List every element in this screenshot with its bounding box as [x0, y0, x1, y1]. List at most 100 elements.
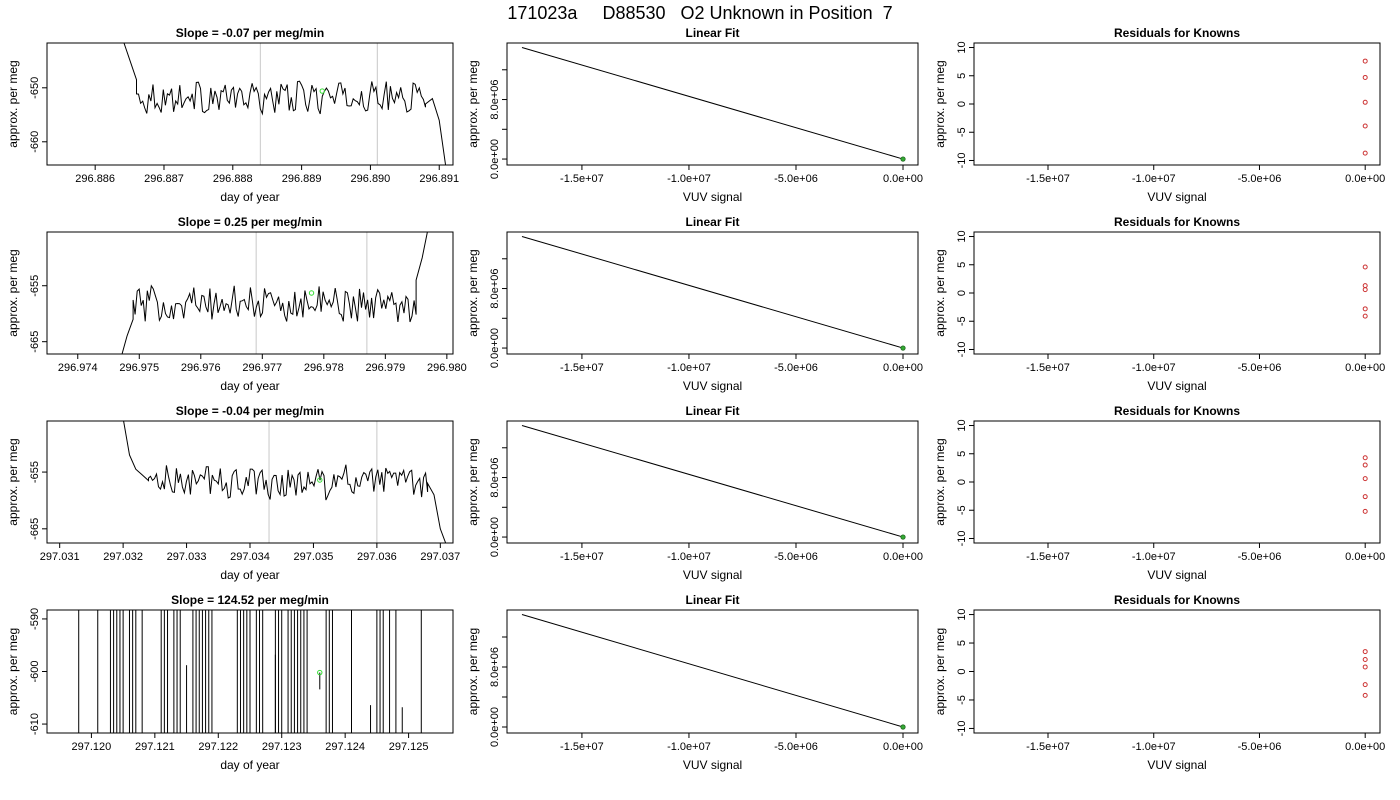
- x-tick-label: 297.123: [262, 741, 302, 753]
- panel-r2-c2: -1.5e+07 -1.0e+07 -5.0e+06 0.0e+00 0.0e+00 8.…: [466, 215, 923, 393]
- x-tick-label: 297.032: [103, 551, 143, 563]
- x-tick-label: 0.0e+00: [883, 551, 923, 563]
- y-tick-label: 0.0e+00: [489, 139, 501, 179]
- y-axis-label: approx. per meg: [466, 60, 480, 147]
- x-tick-label: -5.0e+06: [774, 362, 818, 374]
- mean-marker: [317, 477, 323, 483]
- x-tick-label: 297.120: [72, 741, 112, 753]
- x-tick-label: -1.5e+07: [560, 741, 604, 753]
- panel-r4-c3: -1.5e+07 -1.0e+07 -5.0e+06 0.0e+00 -10 -5 0 5 10…: [933, 593, 1385, 772]
- y-axis-label: approx. per meg: [933, 60, 947, 147]
- plot-frame: [506, 42, 919, 166]
- x-axis-label: VUV signal: [1147, 190, 1206, 204]
- residual-point: [1362, 657, 1368, 663]
- residual-point: [1362, 313, 1368, 319]
- x-tick-label: -1.5e+07: [1026, 173, 1070, 185]
- x-axis-label: VUV signal: [1147, 758, 1206, 772]
- x-tick-label: 297.034: [230, 551, 270, 563]
- y-axis-label: approx. per meg: [6, 438, 20, 525]
- residual-point: [1362, 462, 1368, 468]
- x-tick-label: 296.980: [427, 362, 467, 374]
- y-tick-label: 10: [956, 419, 968, 431]
- x-tick-label: 297.031: [40, 551, 80, 563]
- residual-point: [1362, 692, 1368, 698]
- panel-title: Linear Fit: [685, 593, 739, 607]
- panel-title: Residuals for Knowns: [1114, 404, 1240, 418]
- figure-title: 171023a D88530 O2 Unknown in Position 7: [507, 3, 893, 23]
- x-axis-label: day of year: [220, 758, 279, 772]
- x-tick-label: 0.0e+00: [883, 362, 923, 374]
- plot-area: [521, 46, 904, 160]
- plot-area: [521, 424, 904, 538]
- panel-title: Slope = -0.04 per meg/min: [176, 404, 324, 418]
- plot-frame: [506, 420, 919, 544]
- y-axis-label: approx. per meg: [6, 60, 20, 147]
- residual-point: [1362, 455, 1368, 461]
- y-tick-label: -650: [29, 77, 41, 99]
- x-tick-label: -1.0e+07: [1132, 551, 1176, 563]
- mean-marker: [317, 669, 323, 676]
- residual-point: [1362, 264, 1368, 270]
- residual-point: [1362, 476, 1368, 482]
- plot-area: [78, 610, 422, 733]
- x-axis-label: VUV signal: [1147, 379, 1206, 393]
- y-tick-label: -5: [956, 127, 968, 137]
- y-tick-label: -10: [956, 342, 968, 358]
- panel-title: Linear Fit: [685, 404, 739, 418]
- y-tick-label: -660: [29, 131, 41, 153]
- x-tick-label: 0.0e+00: [883, 741, 923, 753]
- y-tick-label: -590: [29, 608, 41, 630]
- y-axis-label: approx. per meg: [6, 249, 20, 336]
- x-tick-label: -1.5e+07: [1026, 741, 1070, 753]
- x-tick-label: -1.5e+07: [560, 551, 604, 563]
- residual-point: [1362, 287, 1368, 293]
- y-tick-label: 0: [956, 479, 968, 485]
- x-tick-label: -1.0e+07: [667, 173, 711, 185]
- residual-point: [1362, 123, 1368, 129]
- x-tick-label: 0.0e+00: [883, 173, 923, 185]
- fit-point: [900, 156, 906, 162]
- y-axis-label: approx. per meg: [933, 438, 947, 525]
- y-axis-label: approx. per meg: [933, 249, 947, 336]
- y-tick-label: 10: [956, 230, 968, 242]
- plot-frame: [46, 420, 454, 544]
- trace-line: [123, 421, 447, 543]
- panel-title: Slope = -0.07 per meg/min: [176, 26, 324, 40]
- panel-r4-c2: -1.5e+07 -1.0e+07 -5.0e+06 0.0e+00 0.0e+00 8.…: [466, 593, 923, 772]
- plot-area: [521, 614, 904, 728]
- y-tick-label: -600: [29, 660, 41, 682]
- y-tick-label: 0.0e+00: [489, 517, 501, 557]
- panel-title: Linear Fit: [685, 215, 739, 229]
- y-tick-label: 8.0e+06: [489, 457, 501, 497]
- x-tick-label: -1.0e+07: [667, 741, 711, 753]
- residual-point: [1362, 150, 1368, 156]
- x-tick-label: 297.033: [167, 551, 207, 563]
- residual-point: [1362, 508, 1368, 514]
- panel-r4-c1: 297.120 297.121 297.122 297.123 297.124 297.1…: [6, 593, 454, 772]
- plot-frame: [973, 420, 1381, 544]
- y-tick-label: 8.0e+06: [489, 647, 501, 687]
- x-tick-label: -5.0e+06: [774, 173, 818, 185]
- y-tick-label: 8.0e+06: [489, 79, 501, 119]
- y-axis-label: approx. per meg: [466, 628, 480, 715]
- plot-frame: [46, 42, 454, 166]
- panel-title: Residuals for Knowns: [1114, 215, 1240, 229]
- y-tick-label: 0.0e+00: [489, 328, 501, 368]
- fit-line: [521, 46, 904, 160]
- panel-r1-c3: -1.5e+07 -1.0e+07 -5.0e+06 0.0e+00 -10 -5 0 5 10…: [933, 26, 1385, 204]
- fit-line: [521, 424, 904, 538]
- x-tick-label: 296.890: [351, 173, 391, 185]
- y-tick-label: 5: [956, 640, 968, 646]
- y-tick-label: -5: [956, 316, 968, 326]
- x-tick-label: 0.0e+00: [1345, 741, 1385, 753]
- x-tick-label: -5.0e+06: [774, 551, 818, 563]
- x-axis-label: VUV signal: [683, 190, 742, 204]
- x-tick-label: -5.0e+06: [1238, 173, 1282, 185]
- panel-r1-c1: 296.886 296.887 296.888 296.889 296.890 296.8…: [6, 26, 459, 204]
- x-tick-label: 296.979: [365, 362, 405, 374]
- residual-point: [1362, 306, 1368, 312]
- x-tick-label: 296.977: [242, 362, 282, 374]
- x-axis-label: day of year: [220, 568, 279, 582]
- x-tick-label: -5.0e+06: [1238, 741, 1282, 753]
- residual-point: [1362, 58, 1368, 64]
